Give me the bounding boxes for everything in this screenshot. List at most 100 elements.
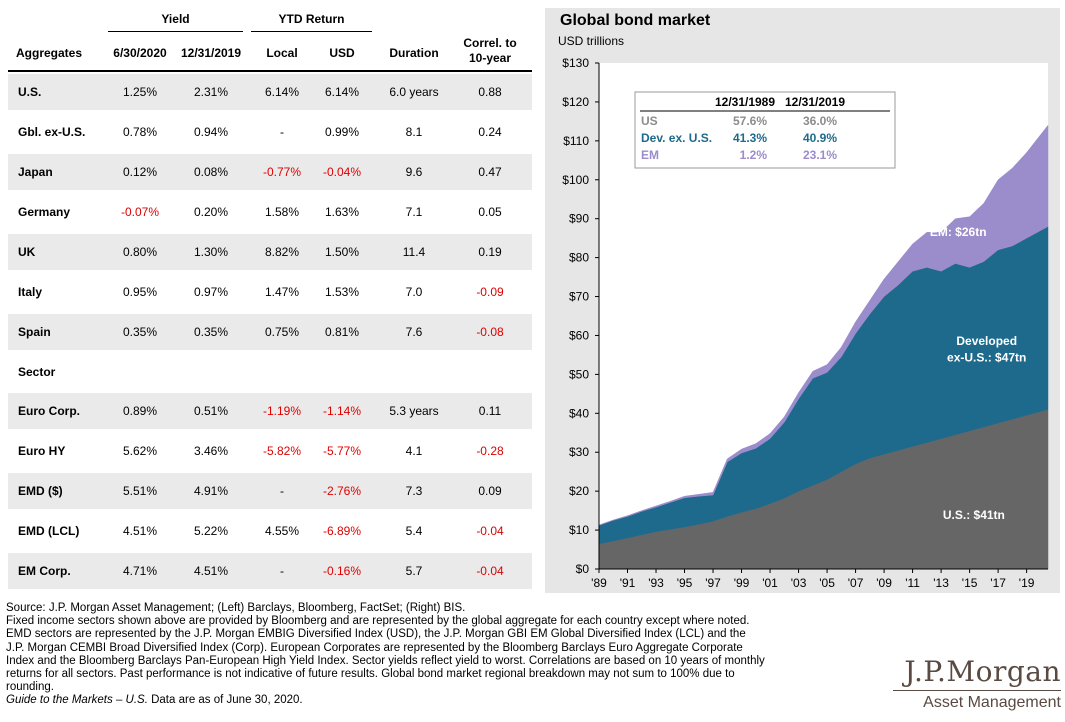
cell-local: -1.19%	[262, 404, 302, 418]
x-tick-label: '07	[848, 576, 864, 590]
col-header-yield-2020: 6/30/2020	[113, 46, 167, 60]
annotation-us: U.S.: $41tn	[943, 508, 1005, 522]
table-row: Italy 0.95% 0.97% 1.47% 1.53% 7.0 -0.09	[8, 274, 532, 310]
x-tick-label: '01	[762, 576, 778, 590]
cell-duration: 5.7	[405, 564, 423, 578]
cell-local: -	[280, 564, 284, 578]
table-row: EM Corp. 4.71% 4.51% - -0.16% 5.7 -0.04	[8, 553, 532, 589]
cell-correl: -0.09	[476, 285, 504, 299]
cell-correl: 0.19	[478, 245, 502, 259]
cell-yield-2020: 5.62%	[122, 444, 158, 458]
logo-rule	[893, 690, 1061, 691]
x-tick-label: '03	[791, 576, 807, 590]
fixed-income-table: Yield YTD Return Aggregates 6/30/2020 12…	[8, 8, 532, 593]
cell-yield-2019: 4.91%	[193, 484, 229, 498]
cell-local: 6.14%	[264, 85, 300, 99]
cell-correl: -0.04	[476, 564, 504, 578]
cell-name: Germany	[18, 205, 71, 219]
table-row: Japan 0.12% 0.08% -0.77% -0.04% 9.6 0.47	[8, 154, 532, 190]
cell-yield-2019: 3.46%	[193, 444, 229, 458]
cell-correl: -0.28	[476, 444, 504, 458]
cell-name: Euro Corp.	[18, 404, 80, 418]
x-tick-label: '09	[876, 576, 892, 590]
cell-name: Japan	[18, 165, 53, 179]
inset-value-1989: 57.6%	[733, 114, 767, 128]
col-header-correl-line1: Correl. to	[463, 36, 517, 50]
cell-local: 0.75%	[264, 325, 300, 339]
inset-value-2019: 36.0%	[803, 114, 837, 128]
cell-usd: 0.81%	[324, 325, 360, 339]
y-tick-label: $0	[576, 562, 590, 576]
cell-duration: 7.0	[405, 285, 423, 299]
header-bottom-rule	[8, 70, 532, 72]
cell-yield-2019: 0.51%	[193, 404, 229, 418]
cell-local: 1.58%	[264, 205, 300, 219]
guide-title: Guide to the Markets – U.S.	[6, 694, 148, 707]
cell-duration: 8.1	[405, 125, 423, 139]
cell-yield-2019: 0.97%	[193, 285, 229, 299]
y-tick-label: $60	[569, 328, 589, 342]
cell-correl: 0.05	[478, 205, 502, 219]
cell-duration: 7.1	[405, 205, 423, 219]
yield-header-rule	[108, 31, 243, 32]
table-row: EMD ($) 5.51% 4.91% - -2.76% 7.3 0.09	[8, 473, 532, 509]
cell-duration: 7.6	[405, 325, 423, 339]
cell-yield-2020: 0.12%	[122, 165, 158, 179]
cell-name: Spain	[18, 325, 51, 339]
cell-usd: -0.04%	[322, 165, 362, 179]
y-tick-label: $10	[569, 523, 589, 537]
footnote-line: Source: J.P. Morgan Asset Management; (L…	[6, 602, 466, 614]
data-as-of: Data are as of June 30, 2020.	[147, 694, 303, 707]
cell-local: -	[280, 125, 284, 139]
cell-correl: 0.88	[478, 85, 502, 99]
cell-usd: -2.76%	[322, 484, 362, 498]
cell-local: 4.55%	[264, 524, 300, 538]
cell-yield-2020: 0.78%	[122, 125, 158, 139]
footnote-line: Fixed income sectors shown above are pro…	[6, 615, 750, 628]
y-tick-label: $110	[563, 134, 589, 148]
col-header-aggregates: Aggregates	[16, 46, 83, 60]
chart-y-units: USD trillions	[558, 34, 625, 48]
cell-yield-2020: -0.07%	[120, 205, 160, 219]
cell-yield-2019: 0.94%	[193, 125, 229, 139]
cell-correl: 0.24	[478, 125, 502, 139]
annotation-developed-line2: ex-U.S.: $47tn	[947, 351, 1026, 365]
footnote-line: rounding.	[6, 681, 54, 694]
col-header-correl: Correl. to 10-year	[452, 36, 528, 66]
cell-duration: 9.6	[405, 165, 423, 179]
x-tick-label: '91	[620, 576, 636, 590]
footnotes: Source: J.P. Morgan Asset Management; (L…	[6, 602, 866, 708]
cell-local: 8.82%	[264, 245, 300, 259]
footnote-guide-line: Guide to the Markets – U.S. Data are as …	[6, 694, 866, 707]
cell-duration: 11.4	[402, 245, 426, 259]
y-tick-label: $90	[569, 212, 589, 226]
cell-name: EMD (LCL)	[18, 524, 80, 538]
table-row: U.S. 1.25% 2.31% 6.14% 6.14% 6.0 years 0.88	[8, 74, 532, 110]
cell-duration: 7.3	[405, 484, 423, 498]
footnote-line: returns for all sectors. Past performanc…	[6, 668, 735, 681]
x-tick-label: '95	[677, 576, 693, 590]
x-tick-label: '99	[734, 576, 750, 590]
cell-yield-2020: 5.51%	[122, 484, 158, 498]
cell-name: Gbl. ex-U.S.	[18, 125, 86, 139]
y-tick-label: $50	[569, 367, 589, 381]
cell-name: EMD ($)	[18, 484, 63, 498]
cell-yield-2020: 1.25%	[122, 85, 158, 99]
x-tick-label: '15	[962, 576, 978, 590]
x-tick-label: '97	[705, 576, 721, 590]
cell-correl: 0.09	[478, 484, 502, 498]
inset-row-label: EM	[641, 148, 659, 162]
cell-name: U.S.	[18, 85, 42, 99]
yield-group-header: Yield	[161, 12, 190, 26]
y-tick-label: $40	[569, 406, 589, 420]
inset-value-1989: 1.2%	[740, 148, 768, 162]
logo-subtitle: Asset Management	[923, 694, 1061, 711]
x-tick-label: '05	[819, 576, 835, 590]
col-header-usd: USD	[329, 46, 355, 60]
col-header-correl-line2: 10-year	[468, 51, 512, 65]
x-tick-label: '93	[648, 576, 664, 590]
table-row: UK 0.80% 1.30% 8.82% 1.50% 11.4 0.19	[8, 234, 532, 270]
y-tick-label: $100	[562, 173, 589, 187]
cell-usd: 1.53%	[324, 285, 360, 299]
cell-name: EM Corp.	[18, 564, 71, 578]
